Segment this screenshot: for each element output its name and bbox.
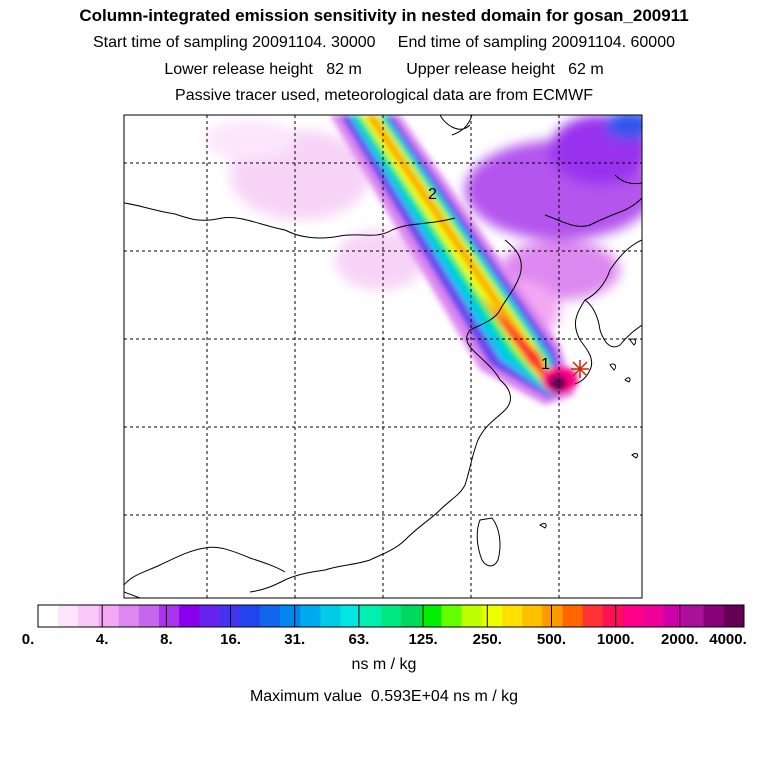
colorbar-swatch	[300, 605, 321, 627]
colorbar-swatch	[703, 605, 725, 627]
colorbar-swatch	[138, 605, 160, 627]
colorbar-swatch	[582, 605, 604, 627]
cluster-label-1: 1	[541, 356, 550, 373]
colorbar-swatch	[663, 605, 684, 627]
colorbar-swatch	[320, 605, 342, 627]
colorbar-swatch	[441, 605, 463, 627]
colorbar-swatch	[622, 605, 644, 627]
colorbar-swatch	[38, 605, 59, 627]
maximum-value-text: Maximum value 0.593E+04 ns m / kg	[249, 688, 519, 705]
colorbar-swatch	[259, 605, 281, 627]
colorbar-tick-label: 500.	[536, 631, 567, 648]
tracer-info-line: Passive tracer used, meteorological data…	[175, 87, 593, 104]
colorbar-swatch	[643, 605, 664, 627]
colorbar-tick-label: 4000.	[709, 631, 747, 648]
colorbar-swatch	[280, 605, 301, 627]
receptor-star-icon	[571, 360, 589, 378]
colorbar-tick-label: 63.	[348, 631, 370, 648]
colorbar-swatch	[98, 605, 120, 627]
colorbar-swatch	[239, 605, 261, 627]
colorbar-swatch	[159, 605, 180, 627]
colorbar-swatch	[380, 605, 402, 627]
colorbar-swatch	[118, 605, 140, 627]
colorbar	[37, 604, 745, 628]
colorbar-swatch	[179, 605, 200, 627]
cluster-label-2: 2	[428, 186, 437, 203]
colorbar-tick-label: 16.	[220, 631, 241, 648]
colorbar-tick-label: 1000.	[596, 631, 635, 648]
coastlines	[124, 115, 642, 598]
map-frame	[123, 114, 643, 599]
colorbar-swatch	[199, 605, 221, 627]
colorbar-tick-label: 4.	[95, 631, 109, 648]
colorbar-swatch	[522, 605, 543, 627]
colorbar-swatch	[219, 605, 241, 627]
colorbar-swatch	[461, 605, 483, 627]
colorbar-swatch	[421, 605, 442, 627]
release-height-line: Lower release height 82 m Upper release …	[164, 61, 604, 78]
colorbar-swatch	[501, 605, 523, 627]
colorbar-swatch	[360, 605, 382, 627]
colorbar-swatch	[401, 605, 422, 627]
colorbar-swatch	[562, 605, 584, 627]
colorbar-swatch	[58, 605, 79, 627]
colorbar-frame	[37, 604, 745, 628]
colorbar-swatch	[78, 605, 100, 627]
colorbar-tick-label: 125.	[408, 631, 438, 648]
colorbar-swatch	[723, 605, 745, 627]
colorbar-swatch	[683, 605, 705, 627]
lat-lon-grid	[124, 115, 642, 598]
colorbar-tick-label: 8.	[160, 631, 173, 648]
colorbar-tick-label: 0.	[21, 631, 35, 648]
map-title: Column-integrated emission sensitivity i…	[79, 6, 689, 25]
plume-field	[205, 115, 642, 405]
colorbar-swatch	[602, 605, 624, 627]
colorbar-tick-label: 31.	[284, 631, 306, 648]
colorbar-swatch	[542, 605, 563, 627]
colorbar-swatch	[340, 605, 362, 627]
colorbar-units: ns m / kg	[351, 656, 417, 673]
colorbar-tick-label: 2000.	[661, 631, 699, 648]
sampling-time-line: Start time of sampling 20091104. 30000 E…	[92, 34, 675, 51]
colorbar-tick-label: 250.	[472, 631, 502, 648]
colorbar-swatch	[481, 605, 503, 627]
